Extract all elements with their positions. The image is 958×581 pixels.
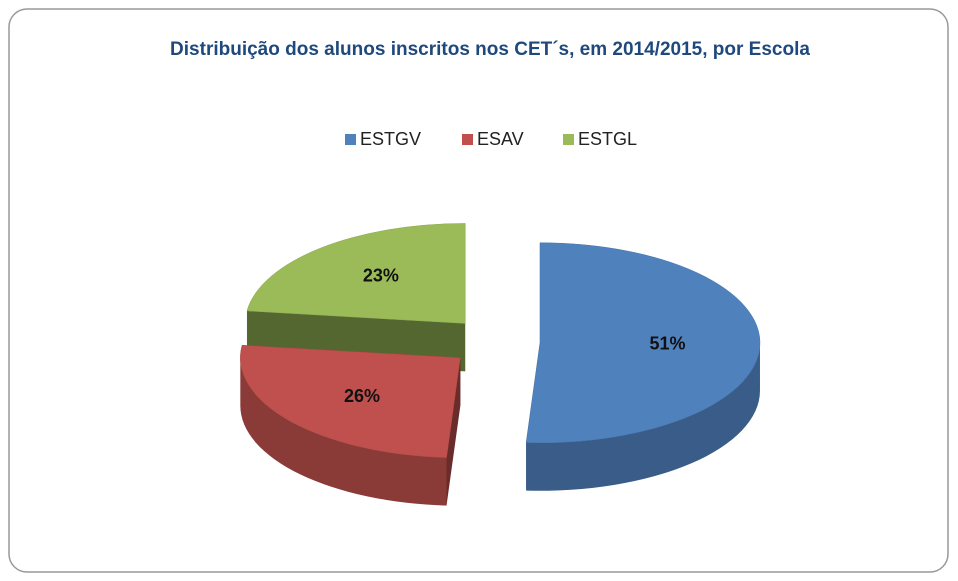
slice-top xyxy=(240,344,461,458)
legend-swatch xyxy=(563,134,574,145)
slice-side xyxy=(240,357,447,506)
data-label: 23% xyxy=(363,266,399,286)
legend-label: ESTGV xyxy=(360,129,421,149)
data-label: 26% xyxy=(344,386,380,406)
slice-top xyxy=(525,242,761,444)
slice-side xyxy=(526,342,760,491)
slice: 51% xyxy=(525,242,761,491)
data-label: 51% xyxy=(649,333,685,353)
legend-label: ESAV xyxy=(477,129,524,149)
legend-swatch xyxy=(345,134,356,145)
slice: 26% xyxy=(240,344,461,506)
chart-frame xyxy=(8,8,949,573)
chart-title: Distribuição dos alunos inscritos nos CE… xyxy=(170,39,810,60)
slice-top xyxy=(246,223,466,324)
legend-swatch xyxy=(462,134,473,145)
legend-label: ESTGL xyxy=(578,129,637,149)
